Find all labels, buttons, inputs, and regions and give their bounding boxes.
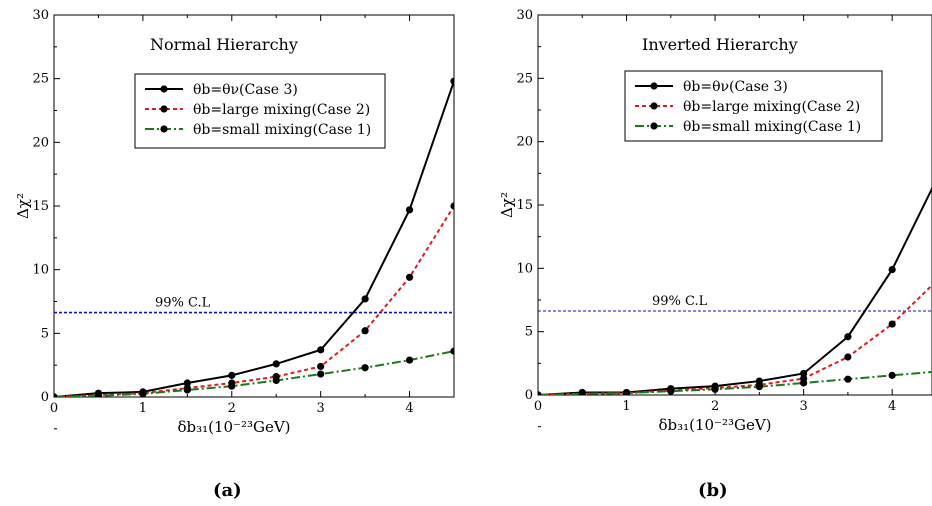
data-point [667, 387, 675, 395]
data-point [755, 383, 763, 391]
y-tick-label: 5 [525, 325, 533, 340]
data-point [361, 295, 369, 303]
x-tick-label: 2 [711, 399, 719, 414]
y-tick-label: 0 [525, 388, 533, 403]
data-point [183, 386, 191, 394]
y-tick-label: 30 [516, 8, 533, 23]
series-line-1 [54, 80, 454, 397]
x-tick-label: 1 [622, 399, 630, 414]
data-point [317, 370, 325, 378]
reference-line-label: 99% C.L [652, 294, 708, 309]
legend-marker [650, 122, 658, 130]
x-tick-label: 3 [799, 399, 807, 414]
data-point [844, 333, 852, 341]
data-point [405, 273, 414, 281]
y-axis-label: Δχ² [14, 193, 32, 219]
data-point [711, 385, 719, 393]
data-point [450, 347, 454, 355]
y-tick-label: 0 [41, 390, 49, 405]
series-group [538, 186, 932, 395]
x-tick-label: 4 [405, 401, 413, 416]
y-tick-label: 15 [32, 199, 49, 214]
series-line-2 [54, 205, 454, 397]
x-tick-label: 0 [50, 401, 58, 416]
legend-label: θb=large mixing(Case 2) [683, 99, 860, 115]
legend-label: θb=small mixing(Case 1) [193, 122, 371, 138]
legend-label: θb=large mixing(Case 2) [193, 102, 370, 118]
y-tick-label: 20 [32, 135, 49, 150]
y-tick-label: 30 [32, 8, 49, 23]
x-tick-label: 3 [317, 401, 325, 416]
series-line-1 [538, 186, 932, 395]
chart-panel-a: 0 5 10 15 20 25 30 0 1 2 3 4 δb₃₁(10⁻²³GeV) Δχ² Normal… [14, 8, 455, 436]
data-point [94, 392, 103, 397]
data-point [844, 375, 852, 383]
panel-caption-b: (b) [698, 480, 728, 501]
data-point [361, 364, 369, 372]
series-line-2 [538, 283, 932, 395]
legend-marker [160, 125, 168, 133]
legend-box [134, 73, 386, 149]
data-point [405, 356, 414, 364]
data-point [622, 389, 631, 395]
plot-frame [53, 14, 455, 398]
legend-marker [160, 105, 168, 113]
data-point [450, 77, 454, 85]
data-point [228, 371, 236, 379]
series-line-3 [54, 350, 454, 397]
series-line-3 [538, 370, 932, 395]
data-point [800, 379, 808, 387]
legend-marker [650, 102, 658, 110]
chart-title: Inverted Hierarchy [642, 35, 798, 54]
reference-line-label: 99% C.L [155, 296, 211, 311]
legend-marker [650, 82, 658, 90]
data-point [888, 320, 896, 328]
y-tick-label: 25 [32, 72, 49, 87]
y-tick-label: 10 [516, 261, 533, 276]
data-point [405, 206, 414, 214]
y-tick-label: 5 [41, 326, 49, 341]
y-tick-label: 25 [516, 71, 533, 86]
data-point [538, 391, 542, 395]
x-axis-label: δb₃₁(10⁻²³GeV) [658, 416, 771, 434]
data-point [54, 393, 58, 397]
legend-label: θb=θν(Case 3) [193, 82, 298, 98]
y-tick-label: 10 [32, 263, 49, 278]
data-point [139, 390, 147, 397]
legend-box [624, 70, 883, 142]
data-point [578, 390, 586, 395]
x-tick-label: 2 [228, 401, 236, 416]
data-point [228, 382, 236, 390]
x-tick-label: 0 [534, 399, 542, 414]
panel-caption-a: (a) [213, 480, 242, 501]
legend-label: θb=small mixing(Case 1) [683, 119, 861, 135]
data-point [844, 353, 852, 361]
y-axis-label: Δχ² [498, 192, 516, 218]
y-tick-label: 20 [516, 135, 533, 150]
data-point [361, 327, 369, 335]
y-tick-label: 15 [516, 198, 533, 213]
data-point [450, 202, 454, 210]
x-axis-label: δb₃₁(10⁻²³GeV) [177, 418, 290, 436]
x-tick-label: 4 [888, 399, 896, 414]
legend-marker [160, 85, 168, 93]
data-point [317, 346, 325, 354]
chart-panel-b: 0 5 10 15 20 25 30 0 1 2 3 4 δb₃₁(10⁻²³GeV) Δχ² Invert… [498, 8, 932, 434]
data-point [317, 362, 325, 371]
data-point [272, 360, 280, 368]
chart-title: Normal Hierarchy [150, 35, 298, 54]
data-point [272, 376, 280, 385]
x-tick-label: 1 [139, 401, 147, 416]
data-point [888, 371, 896, 379]
data-point [183, 379, 191, 387]
data-point [888, 266, 896, 274]
series-group [54, 77, 454, 397]
data-point [800, 369, 808, 378]
legend-label: θb=θν(Case 3) [683, 79, 788, 95]
